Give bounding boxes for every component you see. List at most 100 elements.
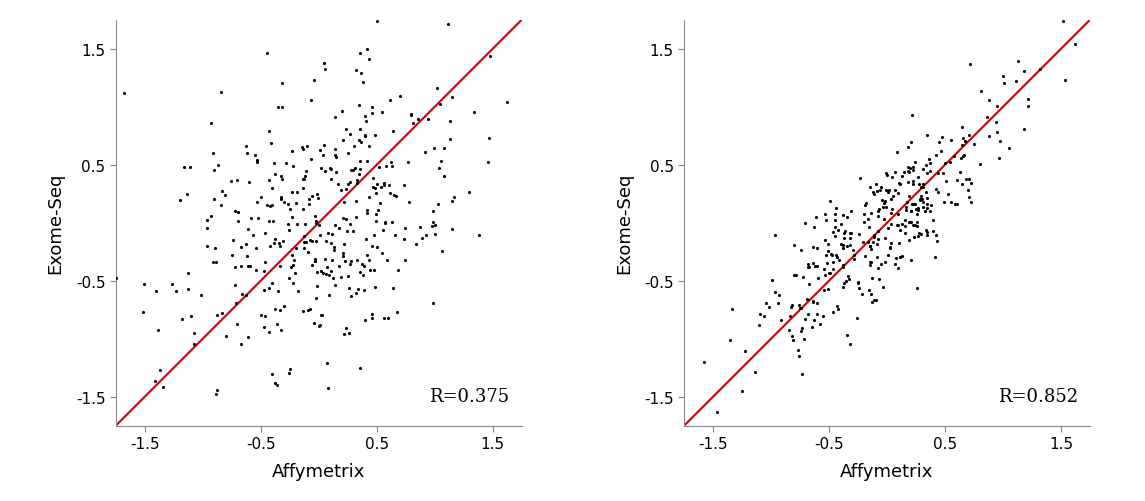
Point — [878, 188, 897, 196]
Point — [914, 180, 932, 188]
Point — [352, 269, 370, 277]
Point — [326, 151, 345, 159]
Point — [806, 262, 824, 270]
Point — [931, 138, 949, 146]
Point — [339, 150, 357, 158]
Point — [766, 231, 784, 239]
Point — [191, 292, 210, 300]
Point — [782, 304, 800, 312]
Point — [835, 229, 853, 237]
Point — [298, 168, 316, 176]
Point — [694, 359, 712, 367]
Point — [277, 159, 295, 167]
Point — [372, 184, 390, 192]
Point — [935, 199, 954, 207]
Point — [266, 235, 284, 243]
Point — [792, 325, 811, 333]
Point — [294, 146, 313, 154]
Point — [174, 163, 192, 171]
Point — [260, 242, 278, 250]
Point — [909, 206, 927, 214]
Point — [763, 277, 781, 285]
Point — [198, 216, 216, 224]
Point — [826, 216, 844, 224]
Point — [334, 330, 353, 338]
Point — [307, 295, 325, 303]
Point — [890, 264, 908, 272]
Point — [876, 234, 894, 242]
Point — [360, 143, 378, 151]
Point — [795, 273, 813, 281]
Point — [356, 113, 374, 121]
Point — [908, 211, 926, 219]
Point — [893, 172, 911, 180]
Point — [808, 300, 827, 308]
Point — [834, 262, 852, 270]
Point — [322, 176, 340, 184]
Point — [435, 173, 453, 181]
Point — [808, 244, 827, 253]
Point — [348, 256, 366, 264]
Point — [913, 195, 931, 203]
Point — [163, 281, 181, 289]
Point — [903, 180, 922, 188]
Point — [424, 218, 442, 226]
Point — [978, 113, 996, 121]
Point — [424, 207, 442, 215]
Point — [333, 108, 352, 116]
Y-axis label: Exome-Seq: Exome-Seq — [615, 173, 633, 274]
Point — [835, 234, 853, 242]
Point — [439, 22, 457, 30]
Point — [914, 180, 932, 188]
Point — [255, 313, 274, 321]
Point — [358, 252, 377, 260]
Point — [877, 171, 895, 179]
Point — [205, 166, 223, 174]
Point — [903, 221, 922, 229]
Point — [910, 229, 929, 237]
Point — [902, 219, 921, 227]
Point — [305, 76, 323, 84]
Point — [724, 305, 742, 313]
Point — [310, 147, 329, 155]
Point — [282, 264, 300, 272]
Point — [247, 199, 266, 207]
Point — [481, 54, 499, 62]
Point — [804, 243, 822, 252]
Point — [915, 207, 933, 215]
Point — [332, 186, 350, 194]
Point — [990, 137, 1009, 145]
Point — [850, 278, 868, 286]
Point — [326, 114, 345, 122]
Point — [805, 316, 823, 324]
Point — [281, 205, 299, 213]
Point — [875, 200, 893, 208]
Point — [262, 280, 281, 288]
Point — [823, 228, 842, 236]
Point — [957, 176, 976, 184]
Point — [302, 192, 321, 200]
Point — [886, 186, 905, 194]
Point — [114, 89, 133, 97]
Point — [260, 202, 278, 210]
Point — [930, 188, 948, 196]
Point — [198, 224, 216, 232]
Point — [360, 256, 378, 264]
Point — [260, 217, 278, 225]
Point — [398, 158, 417, 166]
Point — [887, 255, 906, 263]
Point — [402, 111, 420, 119]
Point — [987, 119, 1005, 127]
Point — [244, 442, 262, 450]
Point — [271, 194, 290, 202]
Point — [273, 80, 291, 88]
Point — [147, 377, 165, 385]
Point — [428, 85, 447, 93]
Point — [350, 50, 369, 58]
Point — [903, 112, 922, 120]
Point — [306, 256, 324, 264]
Point — [279, 220, 298, 228]
Point — [860, 223, 878, 231]
Point — [1009, 58, 1027, 66]
Point — [334, 199, 353, 207]
